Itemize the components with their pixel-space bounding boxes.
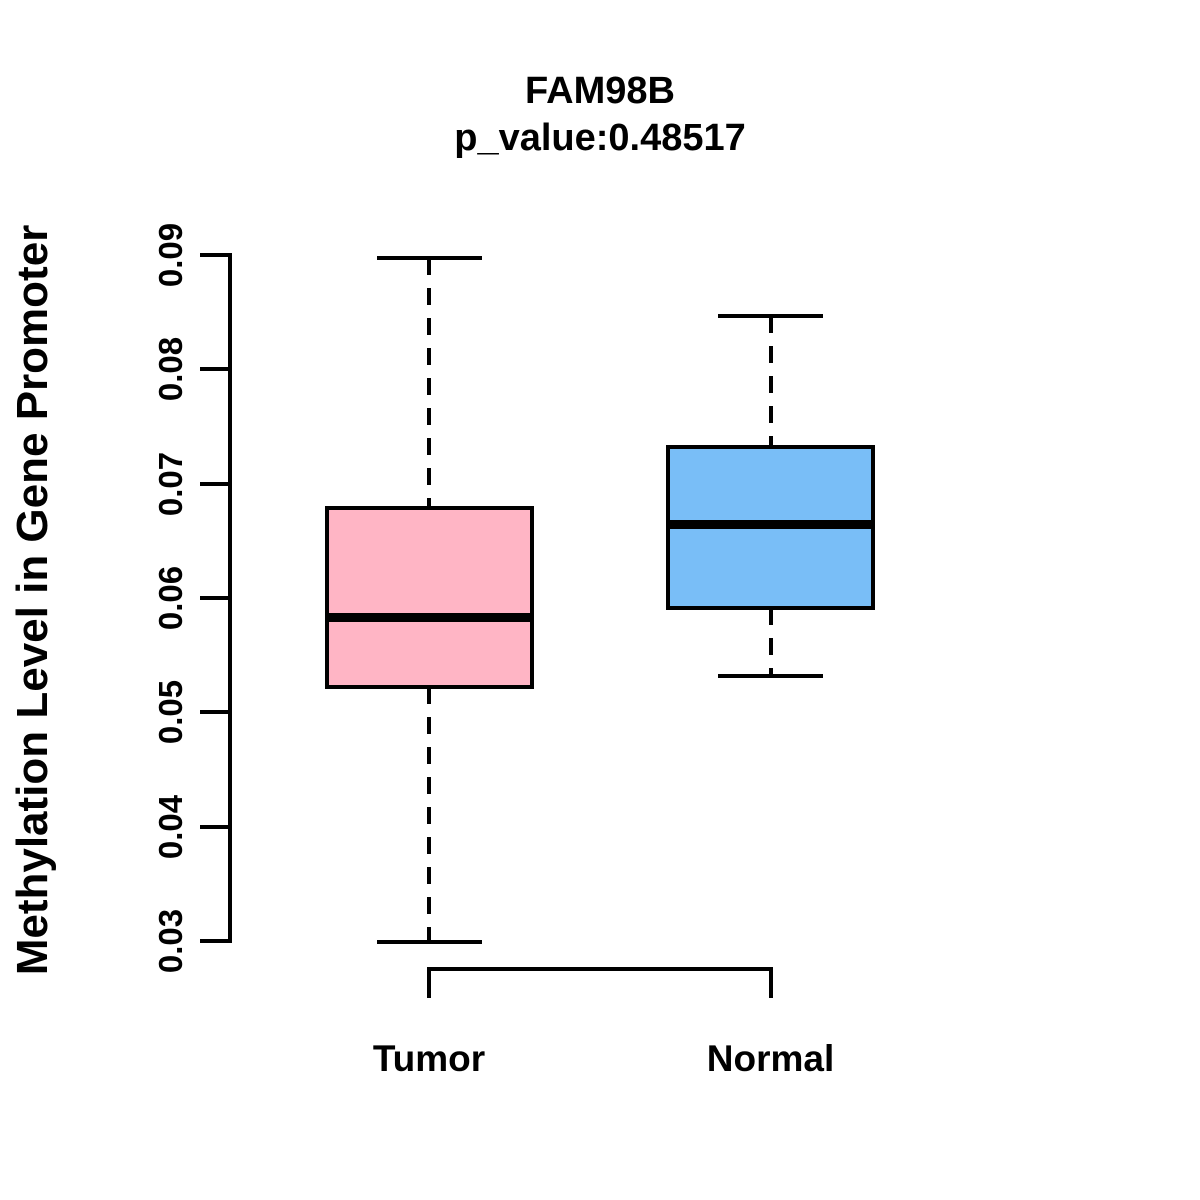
y-axis-tick-label: 0.08 bbox=[152, 337, 189, 402]
whisker-cap-lower-tumor bbox=[376, 940, 482, 945]
y-axis-tick bbox=[200, 367, 230, 372]
chart-title: FAM98B bbox=[525, 70, 675, 112]
y-axis-line bbox=[228, 253, 232, 943]
x-axis-bracket-tick-right bbox=[768, 967, 773, 998]
y-axis-tick bbox=[200, 253, 230, 257]
median-line-tumor bbox=[326, 612, 532, 622]
whisker-cap-lower-normal bbox=[718, 673, 823, 678]
y-axis-tick-label: 0.04 bbox=[152, 794, 189, 859]
y-axis-tick bbox=[200, 481, 230, 486]
x-category-label-tumor: Tumor bbox=[372, 1038, 486, 1079]
x-axis-bracket-line bbox=[427, 967, 773, 971]
whisker-cap-upper-tumor bbox=[376, 256, 482, 261]
whisker-upper-tumor bbox=[427, 258, 431, 508]
whisker-upper-normal bbox=[768, 315, 773, 448]
y-axis-tick bbox=[200, 596, 230, 600]
median-line-normal bbox=[668, 520, 873, 530]
whisker-lower-tumor bbox=[427, 687, 431, 943]
whisker-cap-upper-normal bbox=[718, 313, 823, 318]
y-axis-title: Methylation Level in Gene Promoter bbox=[8, 224, 57, 976]
y-axis-tick-label: 0.09 bbox=[152, 222, 189, 288]
whisker-lower-normal bbox=[768, 608, 773, 676]
y-axis-tick-label: 0.05 bbox=[152, 680, 189, 745]
y-axis-tick bbox=[200, 710, 230, 715]
x-axis-bracket-tick-left bbox=[427, 967, 431, 998]
y-axis-tick bbox=[200, 939, 230, 943]
y-axis-tick-label: 0.03 bbox=[152, 908, 189, 974]
x-category-label-normal: Normal bbox=[706, 1038, 835, 1079]
chart-subtitle-pvalue: p_value:0.48517 bbox=[454, 117, 746, 159]
y-axis-tick-label: 0.07 bbox=[152, 451, 189, 516]
box-tumor bbox=[324, 505, 534, 690]
y-axis-tick bbox=[200, 824, 230, 829]
y-axis-tick-label: 0.06 bbox=[152, 565, 189, 631]
